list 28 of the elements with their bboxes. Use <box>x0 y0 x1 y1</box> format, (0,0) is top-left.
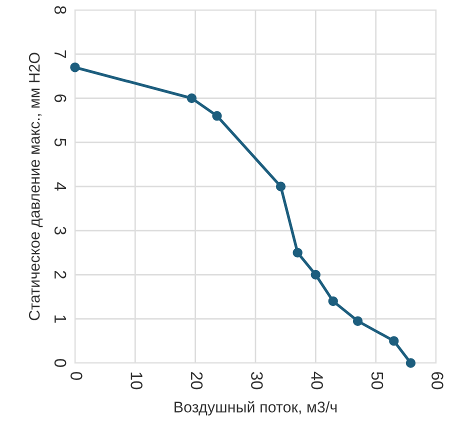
x-tick-label: 30 <box>251 372 263 390</box>
x-axis-title: Воздушный поток, м3/ч <box>174 400 337 416</box>
y-tick-label: 5 <box>54 138 66 146</box>
y-tick-label: 7 <box>54 50 66 58</box>
y-tick-label: 1 <box>54 316 66 323</box>
y-tick-label: 6 <box>54 94 66 102</box>
point <box>328 296 338 306</box>
y-tick-label: 2 <box>54 270 66 279</box>
y-tick-label: 8 <box>54 6 66 14</box>
point <box>70 62 80 72</box>
x-tick-label: 50 <box>371 372 384 390</box>
point <box>276 182 286 192</box>
point <box>292 248 302 258</box>
y-axis-title: Статическое давление макс., мм H2O <box>28 52 43 320</box>
point <box>389 336 399 346</box>
x-tick-label: 0 <box>70 372 82 380</box>
point <box>186 93 197 104</box>
x-tick-label: 10 <box>130 372 142 390</box>
point <box>352 316 363 326</box>
x-tick-label: 40 <box>311 372 323 390</box>
point <box>310 270 321 280</box>
y-tick-label: 4 <box>54 182 66 191</box>
y-tick-label: 3 <box>54 226 66 235</box>
y-tick-label: 0 <box>54 359 66 367</box>
x-tick-label: 60 <box>432 372 444 390</box>
point <box>406 358 416 368</box>
point <box>212 111 222 121</box>
x-tick-label: 20 <box>190 372 203 390</box>
